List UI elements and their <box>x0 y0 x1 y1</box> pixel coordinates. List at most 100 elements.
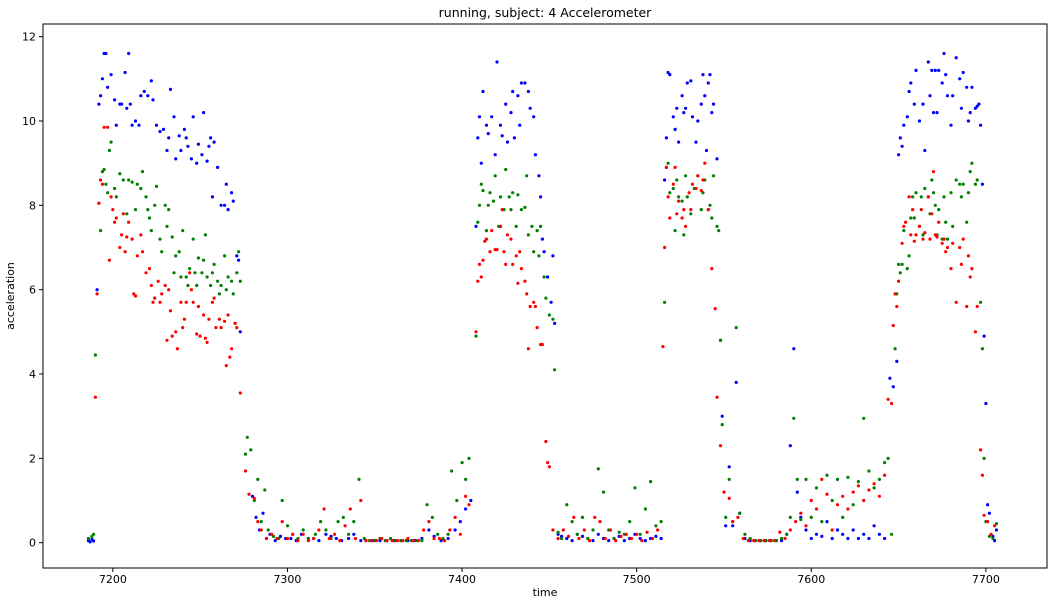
data-point-blue <box>509 111 513 115</box>
data-point-blue <box>484 123 489 127</box>
data-point-red <box>788 528 792 532</box>
data-point-blue <box>690 115 695 119</box>
data-point-red <box>650 536 655 541</box>
data-point-green <box>181 229 185 233</box>
data-point-blue <box>212 140 216 144</box>
data-point-blue <box>453 528 457 532</box>
y-tick-label: 2 <box>29 452 36 465</box>
data-point-red <box>464 494 468 498</box>
data-point-red <box>624 532 628 536</box>
data-point-blue <box>883 536 887 541</box>
data-point-red <box>458 532 462 536</box>
data-point-red <box>937 220 941 224</box>
data-point-red <box>619 534 623 539</box>
data-point-red <box>181 326 185 330</box>
data-point-blue <box>533 153 538 157</box>
data-point-green <box>659 520 663 524</box>
data-point-blue <box>734 380 738 384</box>
data-point-blue <box>154 123 159 127</box>
data-point-blue <box>891 385 895 389</box>
data-point-red <box>904 220 908 224</box>
data-point-red <box>825 492 829 496</box>
data-point-red <box>333 532 337 536</box>
data-point-blue <box>795 490 799 494</box>
data-point-green <box>668 191 672 195</box>
data-point-red <box>687 191 691 195</box>
data-point-red <box>158 300 162 304</box>
data-point-red <box>677 199 681 203</box>
data-point-red <box>301 532 305 536</box>
data-point-green <box>491 199 496 203</box>
data-point-green <box>673 229 677 233</box>
data-point-red <box>179 300 183 304</box>
data-point-red <box>895 304 899 309</box>
data-point-red <box>675 212 679 216</box>
data-point-red <box>656 528 660 532</box>
data-point-green <box>684 174 688 178</box>
data-point-green <box>638 532 642 536</box>
data-point-blue <box>88 540 92 544</box>
data-point-blue <box>493 153 497 157</box>
data-point-red <box>572 515 576 520</box>
data-point-blue <box>856 536 861 541</box>
data-point-red <box>914 233 918 237</box>
data-point-red <box>986 520 990 524</box>
data-point-green <box>467 456 471 460</box>
y-tick-label: 4 <box>29 368 36 381</box>
data-point-red <box>736 515 740 520</box>
data-point-red <box>422 528 426 532</box>
data-point-red <box>252 496 256 500</box>
data-point-blue <box>596 532 600 536</box>
data-point-blue <box>189 157 193 161</box>
data-point-green <box>205 275 209 279</box>
data-point-red <box>975 304 979 309</box>
data-point-red <box>479 275 483 279</box>
data-point-green <box>799 517 803 522</box>
data-point-green <box>720 423 724 427</box>
data-point-green <box>835 477 840 481</box>
data-point-red <box>629 536 634 541</box>
data-point-blue <box>835 528 840 532</box>
data-point-green <box>923 186 927 191</box>
data-point-red <box>703 161 707 165</box>
data-point-green <box>186 283 190 288</box>
data-point-blue <box>973 106 978 110</box>
data-point-red <box>95 292 99 296</box>
data-point-red <box>890 401 894 406</box>
data-point-blue <box>149 79 153 83</box>
data-point-red <box>411 539 415 543</box>
data-point-red <box>608 528 613 532</box>
data-point-blue <box>694 140 698 144</box>
data-point-red <box>567 534 571 539</box>
data-point-green <box>675 178 679 182</box>
data-point-green <box>92 532 96 536</box>
data-point-red <box>690 182 695 186</box>
data-point-blue <box>804 528 808 532</box>
data-point-blue <box>820 534 824 539</box>
data-point-red <box>99 178 103 182</box>
data-point-green <box>897 262 901 266</box>
data-point-green <box>724 515 728 520</box>
data-point-blue <box>137 123 141 127</box>
data-point-green <box>263 488 267 492</box>
data-point-green <box>911 195 915 199</box>
data-point-red <box>140 250 145 254</box>
data-point-red <box>118 245 122 250</box>
data-point-red <box>666 195 670 199</box>
data-point-green <box>160 250 164 254</box>
data-point-green <box>780 536 784 541</box>
data-point-red <box>223 319 227 323</box>
data-point-red <box>214 326 218 330</box>
data-point-red <box>684 224 688 228</box>
data-point-red <box>909 233 913 237</box>
data-point-red <box>481 258 485 262</box>
data-point-blue <box>677 140 681 144</box>
data-point-blue <box>715 157 719 161</box>
data-point-blue <box>518 123 522 127</box>
data-point-red <box>343 524 347 528</box>
data-point-red <box>93 395 97 399</box>
data-point-blue <box>917 119 922 123</box>
data-point-red <box>395 539 400 543</box>
data-point-blue <box>685 81 689 85</box>
data-point-blue <box>104 51 108 56</box>
